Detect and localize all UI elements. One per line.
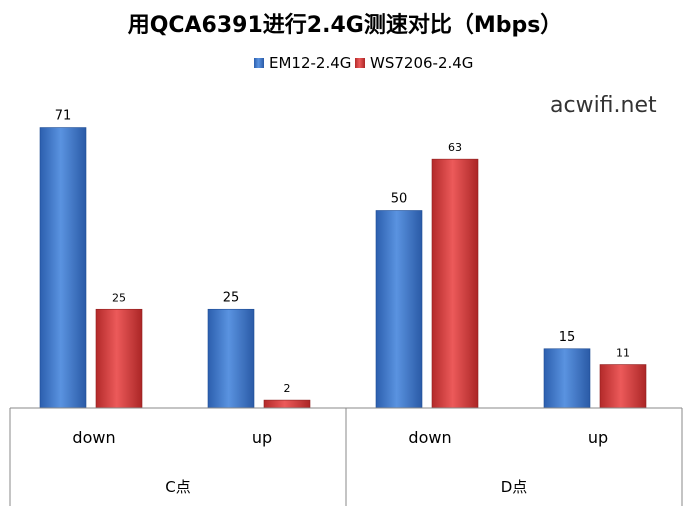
chart-title: 用QCA6391进行2.4G测速对比（Mbps）: [128, 12, 563, 38]
bar-ws7206-3: [431, 158, 479, 409]
legend-label-em12: EM12-2.4G: [269, 54, 351, 72]
value-label-ws7206-4: 11: [616, 347, 630, 360]
bar-ws7206-2: [263, 399, 311, 409]
bar-ws7206-1: [95, 308, 143, 409]
group-label-2: D点: [501, 478, 528, 496]
legend-swatch-em12: [254, 58, 264, 68]
legend-swatch-ws7206: [355, 58, 365, 68]
category-label-2: up: [252, 428, 272, 447]
watermark: acwifi.net: [550, 93, 657, 118]
value-label-ws7206-1: 25: [112, 291, 126, 304]
bar-em12-2: [207, 308, 255, 409]
legend: EM12-2.4G WS7206-2.4G: [254, 54, 473, 72]
value-label-em12-2: 25: [223, 290, 240, 305]
bars: 71 25 25 2 50 63 15 11: [39, 109, 647, 409]
bar-em12-3: [375, 210, 423, 409]
bar-em12-1: [39, 127, 87, 409]
category-label-3: down: [408, 428, 451, 447]
value-label-ws7206-2: 2: [284, 382, 291, 395]
category-label-1: down: [72, 428, 115, 447]
value-label-em12-4: 15: [559, 330, 576, 345]
bar-em12-4: [543, 348, 591, 409]
legend-label-ws7206: WS7206-2.4G: [370, 54, 473, 72]
group-label-1: C点: [165, 478, 190, 496]
bar-ws7206-4: [599, 364, 647, 409]
category-label-4: up: [588, 428, 608, 447]
value-label-em12-1: 71: [55, 109, 72, 124]
value-label-ws7206-3: 63: [448, 141, 462, 154]
category-axis: down up C点 down up D点: [9, 407, 683, 506]
value-label-em12-3: 50: [391, 192, 408, 207]
